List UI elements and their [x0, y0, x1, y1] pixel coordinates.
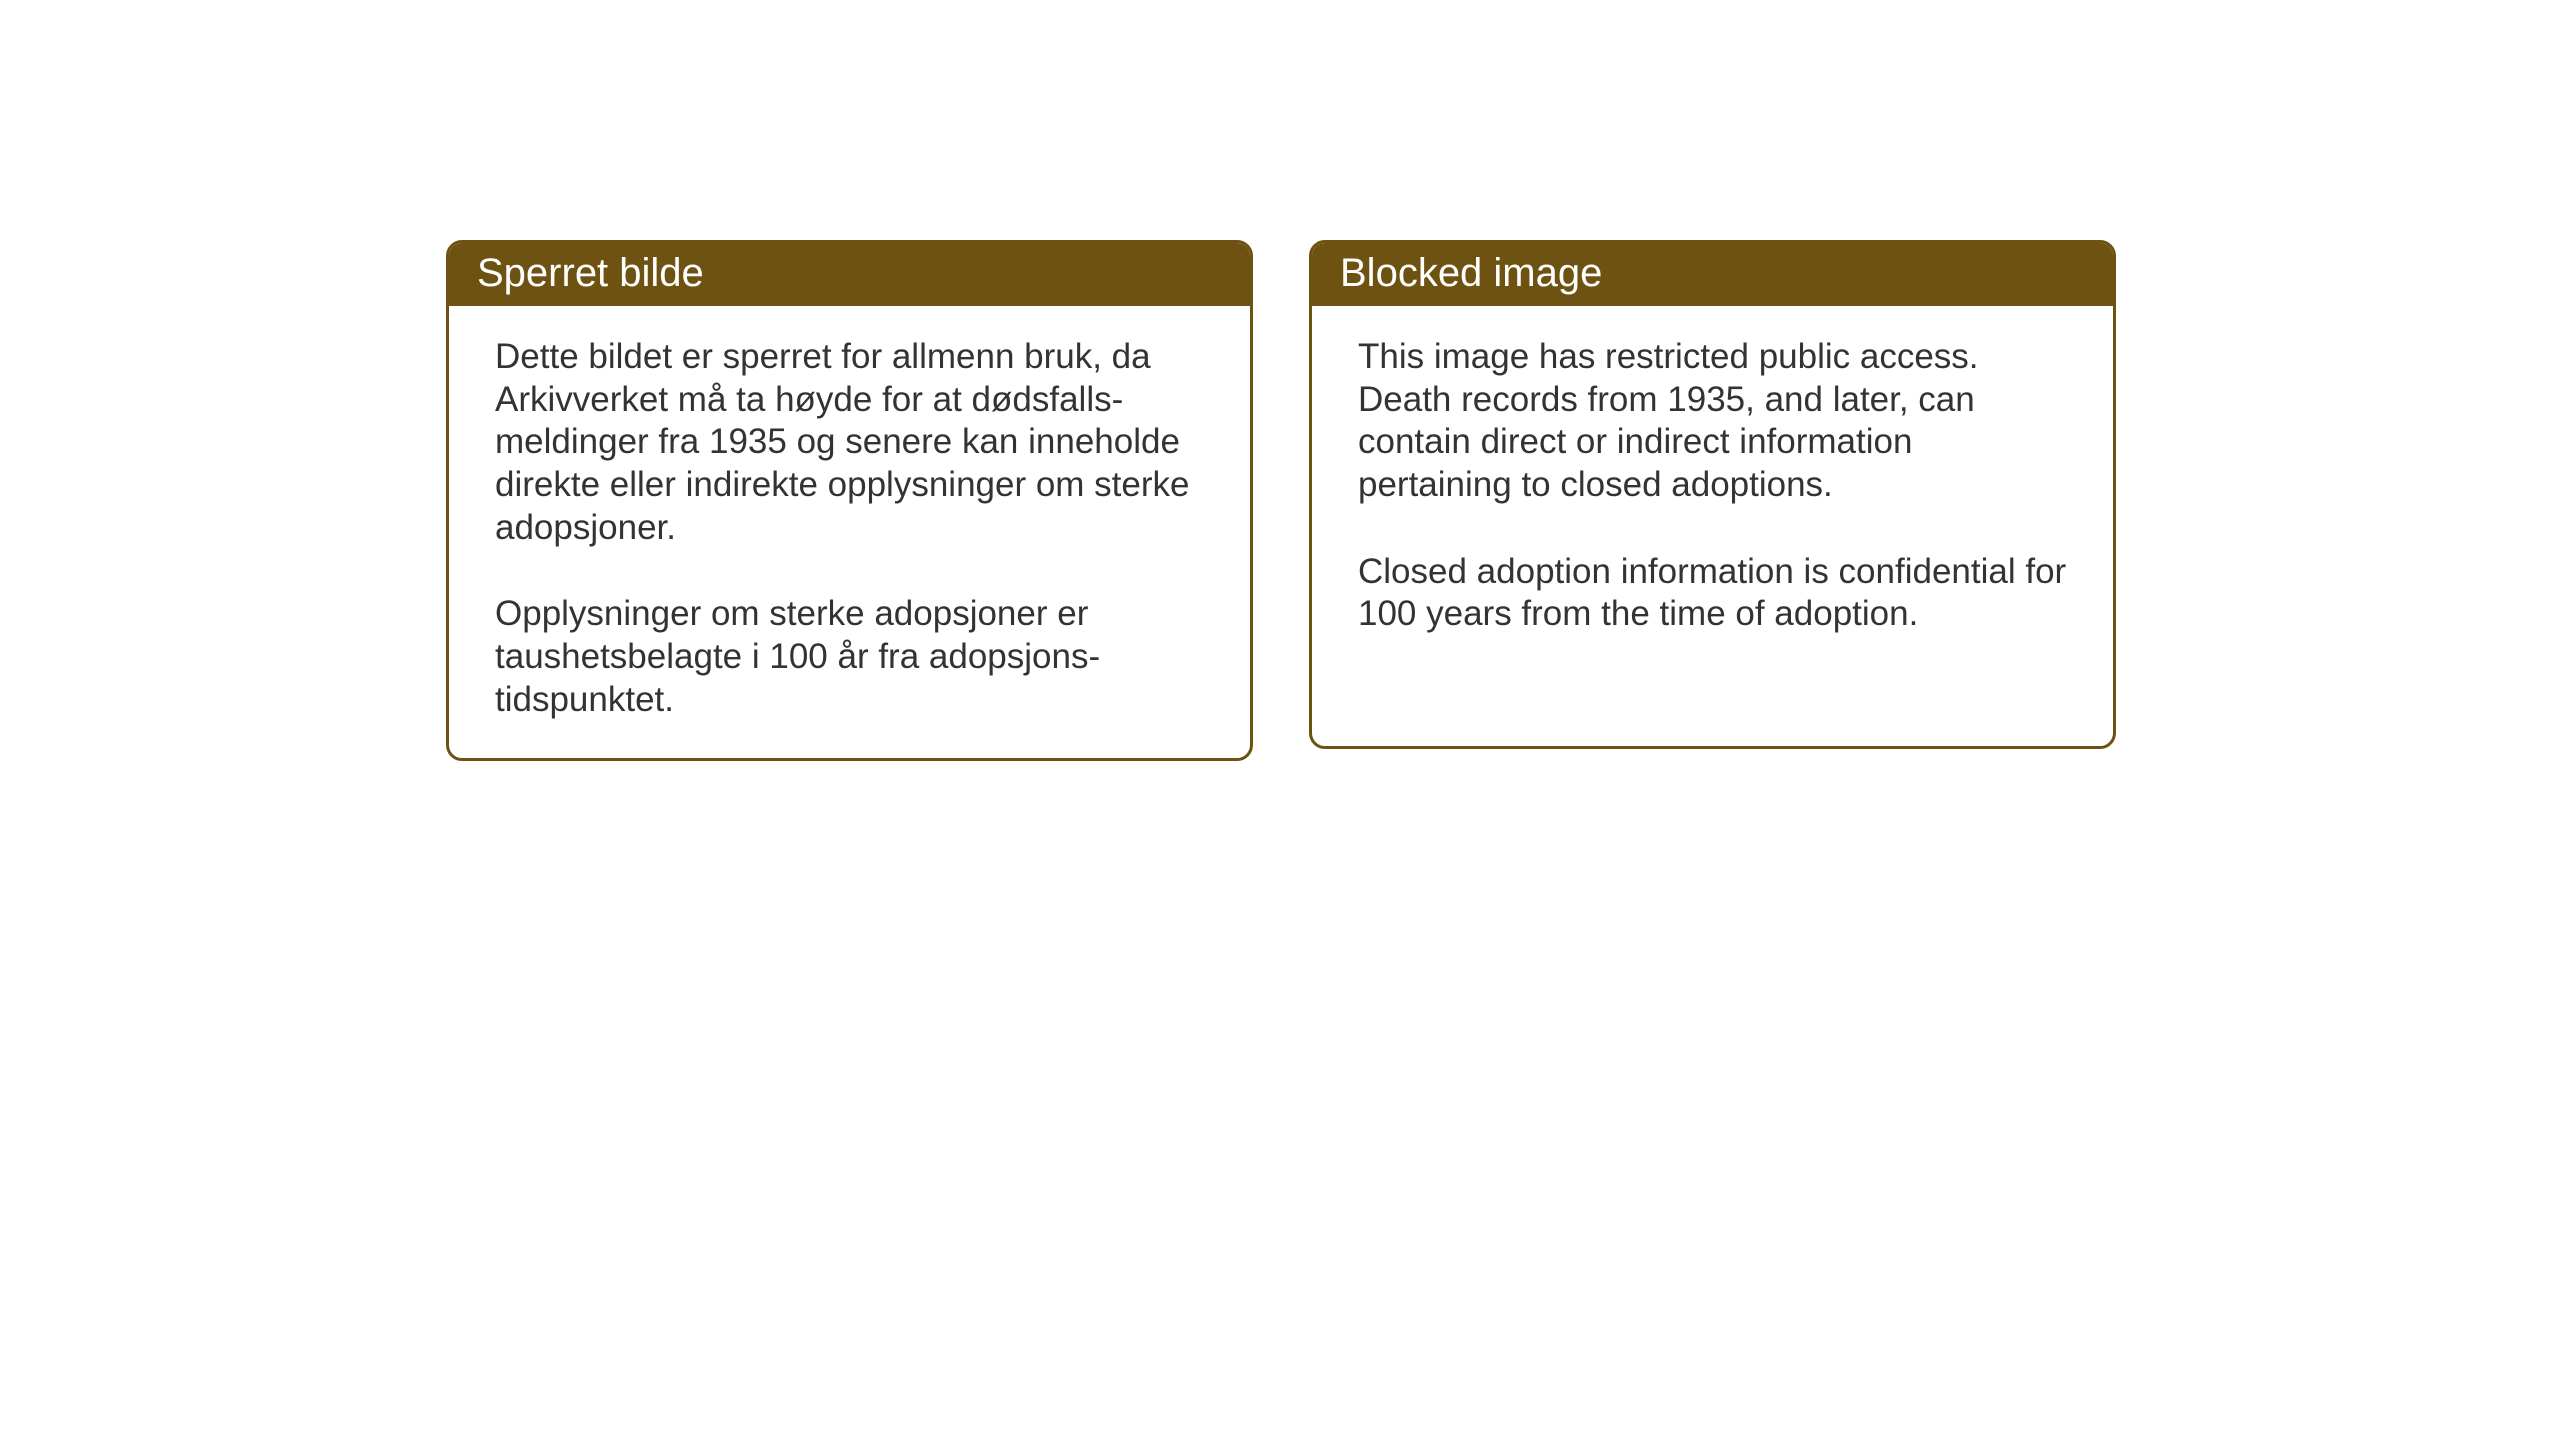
- notice-paragraph-2-english: Closed adoption information is confident…: [1358, 551, 2067, 636]
- notice-body-english: This image has restricted public access.…: [1312, 306, 2113, 672]
- notice-box-english: Blocked image This image has restricted …: [1309, 240, 2116, 749]
- notice-body-norwegian: Dette bildet er sperret for allmenn bruk…: [449, 306, 1250, 758]
- notice-paragraph-1-norwegian: Dette bildet er sperret for allmenn bruk…: [495, 336, 1204, 549]
- notice-container: Sperret bilde Dette bildet er sperret fo…: [446, 240, 2116, 761]
- notice-box-norwegian: Sperret bilde Dette bildet er sperret fo…: [446, 240, 1253, 761]
- notice-paragraph-2-norwegian: Opplysninger om sterke adopsjoner er tau…: [495, 593, 1204, 721]
- notice-paragraph-1-english: This image has restricted public access.…: [1358, 336, 2067, 507]
- notice-header-english: Blocked image: [1312, 243, 2113, 306]
- notice-header-norwegian: Sperret bilde: [449, 243, 1250, 306]
